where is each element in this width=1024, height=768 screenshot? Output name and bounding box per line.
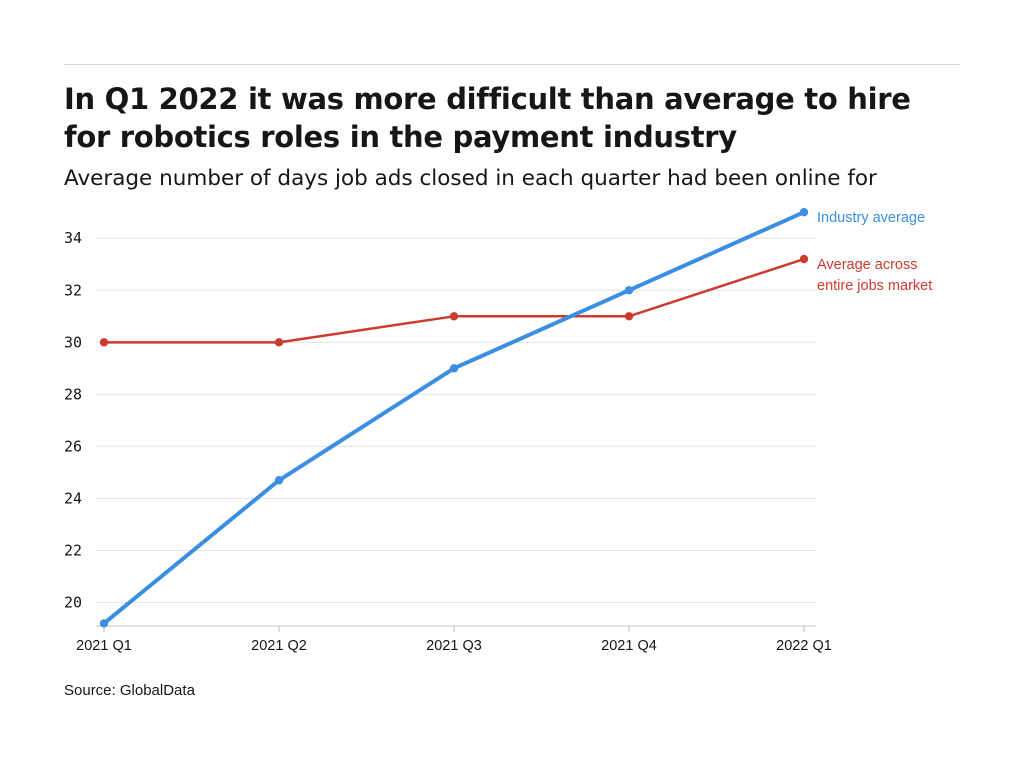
source-note: Source: GlobalData (64, 682, 195, 699)
data-point (449, 364, 459, 373)
x-axis: 2021 Q1 2021 Q2 2021 Q3 2021 Q4 2022 Q1 (76, 625, 832, 654)
chart-subtitle: Average number of days job ads closed in… (64, 166, 877, 191)
y-tick-label-26: 26 (64, 437, 82, 455)
data-point (99, 338, 109, 347)
top-divider (64, 64, 960, 65)
y-tick-label-34: 34 (64, 229, 82, 247)
y-tick-label-28: 28 (64, 385, 82, 403)
y-tick-label-24: 24 (64, 489, 82, 507)
data-point (799, 254, 809, 264)
data-point (624, 312, 634, 321)
y-tick-label-22: 22 (64, 542, 82, 560)
data-point (799, 208, 809, 217)
series-line-1 (102, 257, 806, 344)
series-label-0: Industry average (817, 210, 925, 226)
series-lines (99, 208, 809, 628)
y-tick-label-20: 20 (64, 594, 82, 612)
x-tick-label: 2021 Q1 (76, 638, 132, 654)
x-tick-label: 2022 Q1 (776, 638, 832, 654)
x-tick-label: 2021 Q3 (426, 638, 482, 654)
y-axis-ticks: 20 22 24 26 28 30 32 34 (64, 229, 82, 611)
gridlines (96, 237, 816, 604)
x-tick-label: 2021 Q4 (601, 638, 657, 654)
y-tick-label-32: 32 (64, 281, 82, 299)
data-point (274, 476, 284, 485)
data-point (274, 338, 284, 347)
y-tick-label-30: 30 (64, 333, 82, 351)
series-label-1: entire jobs market (817, 278, 932, 294)
series-line-0 (102, 210, 806, 626)
data-point (624, 286, 634, 295)
data-point (99, 619, 109, 628)
x-tick-label: 2021 Q2 (251, 638, 307, 654)
series-labels: Industry average Average across entire job… (817, 210, 932, 294)
data-point (449, 312, 459, 321)
series-label-1: Average across (817, 257, 917, 273)
chart-title: In Q1 2022 it was more difficult than av… (64, 82, 911, 154)
